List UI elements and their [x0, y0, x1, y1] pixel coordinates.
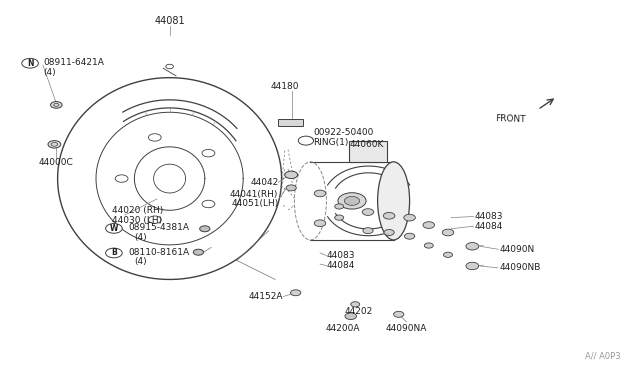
Text: 44041(RH): 44041(RH) — [230, 190, 278, 199]
Circle shape — [200, 226, 210, 232]
Circle shape — [423, 222, 435, 228]
Circle shape — [314, 220, 326, 227]
Circle shape — [351, 302, 360, 307]
Circle shape — [394, 311, 404, 317]
Circle shape — [314, 190, 326, 197]
Circle shape — [362, 209, 374, 215]
Circle shape — [444, 252, 452, 257]
Circle shape — [424, 243, 433, 248]
Text: 44000C: 44000C — [39, 158, 74, 167]
Text: 08915-4381A: 08915-4381A — [128, 223, 189, 232]
Circle shape — [193, 249, 204, 255]
Circle shape — [345, 313, 356, 320]
Circle shape — [338, 193, 366, 209]
Circle shape — [335, 215, 344, 220]
Text: 44090N: 44090N — [499, 245, 534, 254]
Circle shape — [404, 233, 415, 239]
Circle shape — [335, 204, 344, 209]
Text: W: W — [109, 224, 118, 233]
Text: N: N — [27, 59, 33, 68]
Bar — [349, 141, 387, 162]
Text: 44083: 44083 — [475, 212, 504, 221]
Text: 44084: 44084 — [326, 261, 355, 270]
Circle shape — [106, 224, 122, 233]
Text: 44200A: 44200A — [325, 324, 360, 333]
Circle shape — [291, 290, 301, 296]
Circle shape — [344, 196, 360, 205]
Text: 44083: 44083 — [326, 251, 355, 260]
Text: 44152A: 44152A — [249, 292, 284, 301]
Text: 44060K: 44060K — [349, 140, 384, 149]
Circle shape — [285, 171, 298, 179]
Circle shape — [48, 141, 61, 148]
Text: 44051(LH): 44051(LH) — [231, 199, 278, 208]
Circle shape — [404, 214, 415, 221]
Text: 00922-50400: 00922-50400 — [314, 128, 374, 137]
Text: 08911-6421A: 08911-6421A — [44, 58, 104, 67]
Text: (4): (4) — [44, 68, 56, 77]
Text: B: B — [111, 248, 116, 257]
Text: RING(1): RING(1) — [314, 138, 349, 147]
Text: 44084: 44084 — [475, 222, 503, 231]
Bar — [278, 119, 303, 126]
Text: FRONT: FRONT — [495, 114, 526, 124]
Circle shape — [51, 102, 62, 108]
Text: (4): (4) — [134, 233, 147, 242]
Ellipse shape — [378, 162, 410, 240]
Text: 44090NA: 44090NA — [386, 324, 427, 333]
Text: 44030 (LH): 44030 (LH) — [112, 216, 162, 225]
Text: A// A0P3: A// A0P3 — [585, 352, 621, 361]
Text: 08110-8161A: 08110-8161A — [128, 248, 189, 257]
Text: 44081: 44081 — [154, 16, 185, 26]
Text: 44042: 44042 — [250, 178, 278, 187]
Circle shape — [363, 228, 373, 234]
Circle shape — [466, 262, 479, 270]
Text: 44180: 44180 — [271, 82, 299, 91]
Circle shape — [384, 230, 394, 235]
Circle shape — [106, 248, 122, 258]
Circle shape — [286, 185, 296, 191]
Text: 44202: 44202 — [344, 307, 372, 316]
Text: 44090NB: 44090NB — [499, 263, 541, 272]
Circle shape — [22, 58, 38, 68]
Circle shape — [466, 243, 479, 250]
Text: (4): (4) — [134, 257, 147, 266]
Text: 44020 (RH): 44020 (RH) — [112, 206, 163, 215]
Circle shape — [442, 229, 454, 236]
Circle shape — [383, 212, 395, 219]
